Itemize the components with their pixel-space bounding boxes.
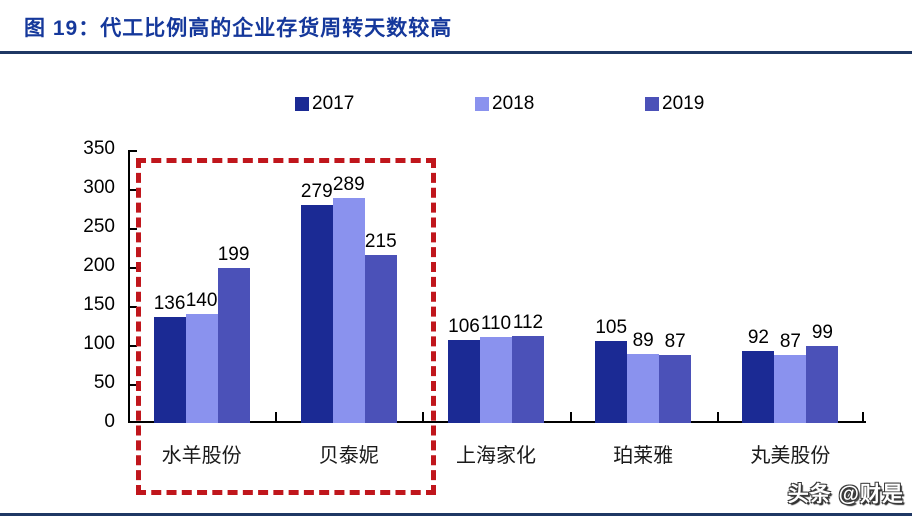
bar-2018-上海家化: [479, 337, 512, 423]
y-axis-tick: [130, 267, 137, 269]
bar-2018-丸美股份: [774, 355, 807, 423]
y-axis-line: [128, 150, 130, 423]
bar-group-1: 136 140 199: [128, 150, 275, 423]
y-axis-tick-label: 100: [83, 333, 115, 354]
bar-slot: 99: [806, 150, 839, 423]
legend-label-2017: 2017: [312, 93, 355, 114]
bottom-rule: [0, 513, 912, 516]
legend-item-2018: 2018: [475, 93, 535, 114]
legend-item-2017: 2017: [295, 93, 355, 114]
figure-title: 图 19：代工比例高的企业存货周转天数较高: [24, 12, 452, 42]
bar-slot: 199: [217, 150, 250, 423]
y-axis-tick: [130, 228, 137, 230]
y-axis-tick-label: 300: [83, 177, 115, 198]
bar-value-label: 89: [632, 329, 654, 351]
bar-2017-上海家化: [447, 340, 480, 423]
bar-slot: 87: [659, 150, 692, 423]
bar-2019-丸美股份: [806, 345, 839, 423]
bar-slot: 92: [742, 150, 775, 423]
bar-value-label: 105: [595, 317, 628, 339]
bar-value-label: 289: [332, 173, 365, 195]
plot-area: 0 50 100 150 200 250 300 350 136 140 199 水羊股份 279 289…: [83, 138, 866, 467]
bar-value-label: 199: [217, 243, 250, 265]
x-axis-tick: [422, 412, 425, 421]
bar-value-label: 215: [364, 231, 397, 253]
x-axis-tick: [862, 412, 864, 421]
category-label: 贝泰妮: [318, 445, 379, 467]
bar-slot: 106: [447, 150, 480, 423]
bar-2017-丸美股份: [742, 351, 775, 423]
page-title: 代工比例高的企业存货周转天数较高: [100, 17, 453, 40]
title-underline: [0, 51, 912, 54]
bar-group-4: 105 89 87: [570, 150, 717, 423]
bar-value-label: 92: [747, 327, 769, 349]
x-axis-tick: [275, 412, 278, 421]
bar-slot: 279: [300, 150, 333, 423]
bar-value-label: 110: [480, 313, 512, 335]
bar-value-label: 140: [185, 289, 218, 311]
bar-value-label: 106: [448, 316, 480, 338]
category-label: 上海家化: [455, 445, 536, 467]
legend-swatch-2018: [475, 97, 489, 111]
bar-slot: 89: [627, 150, 660, 423]
bar-slot: 140: [185, 150, 218, 423]
bar-value-label: 279: [300, 181, 333, 203]
y-axis-tick: [130, 306, 137, 308]
bar-2017-水羊股份: [153, 316, 186, 423]
bar-value-label: 87: [664, 331, 686, 353]
x-axis-tick: [569, 412, 572, 421]
y-axis-tick-label: 0: [104, 411, 115, 432]
bar-2017-珀莱雅: [595, 341, 628, 423]
y-axis-tick-label: 350: [83, 138, 115, 159]
bar-slot: 110: [479, 150, 512, 423]
x-axis-tick: [716, 412, 719, 421]
category-label: 珀莱雅: [613, 445, 674, 467]
bar-2018-水羊股份: [185, 313, 218, 423]
legend-label-2018: 2018: [492, 93, 535, 114]
bar-slot: 112: [511, 150, 544, 423]
bar-group-2: 279 289 215: [275, 150, 422, 423]
bar-2019-贝泰妮: [364, 255, 397, 423]
bar-slot: 87: [774, 150, 807, 423]
bar-slot: 215: [364, 150, 397, 423]
legend-swatch-2019: [645, 97, 659, 111]
legend-swatch-2017: [295, 97, 309, 111]
bar-value-label: 87: [779, 331, 801, 353]
bar-2019-水羊股份: [217, 267, 250, 423]
legend-item-2019: 2019: [645, 93, 705, 114]
bar-2019-上海家化: [511, 335, 544, 423]
bar-slot: 105: [595, 150, 628, 423]
bar-slot: 289: [332, 150, 365, 423]
y-axis-tick: [130, 345, 137, 347]
bar-value-label: 112: [512, 311, 544, 333]
y-axis-tick: [130, 150, 137, 152]
bar-2018-珀莱雅: [627, 353, 660, 423]
category-label: 丸美股份: [750, 445, 831, 467]
y-axis-tick-label: 200: [83, 255, 115, 276]
y-axis-tick: [130, 384, 137, 386]
category-label: 水羊股份: [161, 445, 242, 467]
legend-label-2019: 2019: [662, 93, 705, 114]
figure-number-label: 图 19：: [24, 17, 101, 40]
bar-2017-贝泰妮: [300, 205, 333, 423]
bar-value-label: 136: [153, 292, 186, 314]
y-axis-tick-label: 250: [83, 216, 115, 237]
y-axis-tick-label: 50: [93, 372, 115, 393]
bar-group-3: 106 110 112: [422, 150, 569, 423]
watermark: 头条 @财是: [787, 483, 904, 506]
bar-value-label: 99: [811, 321, 833, 343]
bar-2019-珀莱雅: [659, 355, 692, 423]
y-axis-tick: [130, 189, 137, 191]
bar-group-5: 92 87 99: [717, 150, 864, 423]
bar-slot: 136: [153, 150, 186, 423]
bar-2018-贝泰妮: [332, 197, 365, 423]
y-axis-tick-label: 150: [83, 294, 115, 315]
